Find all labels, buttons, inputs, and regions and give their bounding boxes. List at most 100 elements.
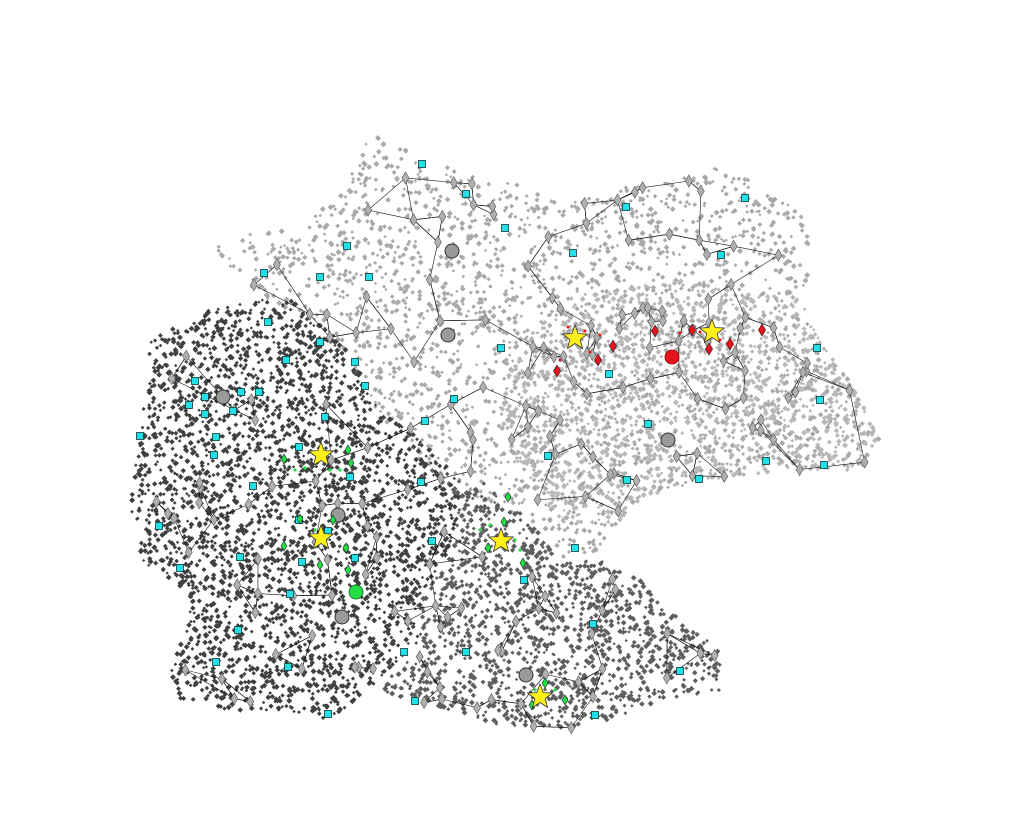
region-dot bbox=[788, 259, 793, 264]
region-dot bbox=[522, 329, 527, 334]
region-dot bbox=[482, 297, 488, 302]
region-dot bbox=[779, 389, 784, 394]
region-dot bbox=[403, 393, 410, 400]
region-dot bbox=[391, 365, 397, 371]
region-dot bbox=[535, 205, 541, 212]
region-dot bbox=[383, 395, 387, 400]
region-dot bbox=[823, 366, 829, 372]
region-dot bbox=[493, 251, 498, 257]
region-dot bbox=[257, 283, 263, 288]
region-dot bbox=[791, 462, 795, 466]
region-dot bbox=[729, 394, 734, 400]
region-dot bbox=[575, 436, 581, 442]
region-dot bbox=[426, 406, 431, 411]
region-dot bbox=[662, 237, 668, 243]
region-dot bbox=[382, 326, 386, 330]
region-dot bbox=[748, 431, 754, 437]
region-dot bbox=[447, 300, 452, 305]
region-dot bbox=[568, 354, 573, 360]
region-dot bbox=[449, 359, 456, 365]
region-dot bbox=[760, 452, 766, 458]
region-dot bbox=[670, 294, 675, 300]
region-dot bbox=[700, 262, 705, 267]
region-dot bbox=[393, 250, 398, 255]
region-dot bbox=[376, 325, 381, 331]
region-dot bbox=[654, 368, 661, 375]
region-dot bbox=[589, 362, 594, 368]
region-dot bbox=[473, 283, 478, 288]
region-dot bbox=[605, 317, 609, 321]
region-dot bbox=[518, 456, 522, 460]
region-dot bbox=[598, 409, 604, 415]
region-dot bbox=[585, 439, 591, 445]
region-dot bbox=[493, 399, 498, 404]
region-dot bbox=[408, 392, 413, 397]
region-dot bbox=[717, 214, 723, 220]
region-dot bbox=[482, 458, 486, 462]
region-dot bbox=[515, 449, 521, 456]
region-dot bbox=[347, 278, 353, 283]
region-dot bbox=[754, 441, 760, 448]
region-dot bbox=[769, 231, 776, 237]
region-dot bbox=[293, 239, 299, 245]
region-dot bbox=[337, 232, 343, 238]
region-dot bbox=[532, 281, 537, 285]
region-dot bbox=[758, 292, 764, 298]
region-dot bbox=[409, 255, 415, 262]
region-dot bbox=[426, 388, 431, 392]
region-dot bbox=[614, 273, 621, 280]
region-dot bbox=[363, 211, 369, 217]
region-dot bbox=[704, 375, 710, 380]
region-dot bbox=[338, 294, 342, 298]
region-dot bbox=[503, 299, 508, 304]
region-dot bbox=[589, 261, 594, 266]
region-dot bbox=[583, 309, 588, 313]
region-dot bbox=[333, 330, 339, 336]
region-dot bbox=[635, 332, 640, 337]
region-dot bbox=[683, 262, 688, 267]
region-dot bbox=[366, 241, 371, 246]
region-dot bbox=[356, 177, 362, 182]
region-dot bbox=[343, 278, 348, 283]
region-dot bbox=[521, 273, 528, 279]
region-dot bbox=[776, 445, 781, 450]
region-dot bbox=[528, 357, 534, 363]
region-dot bbox=[669, 342, 674, 348]
region-dot bbox=[786, 203, 790, 207]
region-dot bbox=[536, 279, 542, 285]
region-dot bbox=[628, 431, 635, 438]
region-dot bbox=[711, 180, 715, 184]
region-dot bbox=[400, 411, 405, 416]
region-dot bbox=[817, 437, 821, 442]
region-dot bbox=[403, 301, 408, 306]
region-dot bbox=[522, 484, 527, 489]
region-dot bbox=[647, 220, 654, 226]
region-dot bbox=[647, 432, 654, 439]
region-dot bbox=[519, 479, 524, 484]
region-dot bbox=[593, 546, 598, 551]
region-dot bbox=[531, 264, 536, 269]
region-dot bbox=[596, 531, 603, 537]
region-dot bbox=[691, 175, 696, 181]
region-dot bbox=[423, 274, 428, 278]
region-dot bbox=[526, 208, 531, 213]
region-dot bbox=[603, 215, 608, 219]
region-dot bbox=[263, 292, 270, 298]
region-dot bbox=[562, 345, 567, 349]
region-dot bbox=[446, 232, 453, 239]
region-dot bbox=[756, 235, 761, 240]
region-dot bbox=[629, 210, 635, 217]
region-dot bbox=[559, 474, 564, 479]
region-dot bbox=[361, 160, 367, 166]
region-dot bbox=[634, 422, 638, 427]
region-dot bbox=[231, 263, 236, 269]
region-dot bbox=[423, 365, 428, 369]
region-dot bbox=[447, 389, 452, 394]
region-dot bbox=[551, 287, 557, 293]
region-dot bbox=[446, 210, 453, 217]
region-dot bbox=[363, 374, 369, 379]
region-dot bbox=[323, 239, 328, 243]
region-dot bbox=[380, 141, 387, 148]
region-dot bbox=[490, 457, 496, 462]
region-dot bbox=[420, 311, 424, 315]
